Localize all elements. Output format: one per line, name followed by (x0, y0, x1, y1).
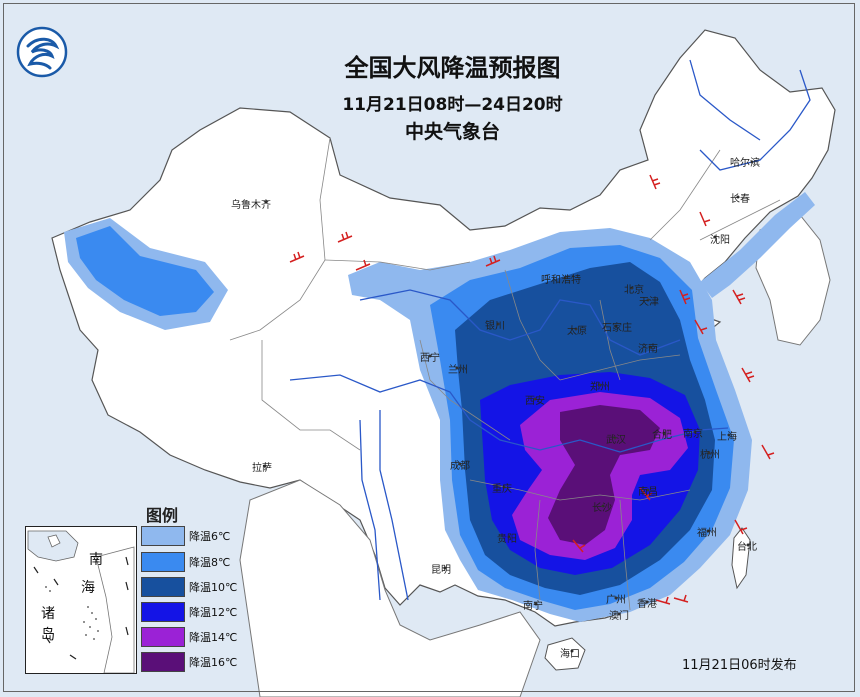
legend-label: 降温6℃ (189, 530, 231, 543)
wind-barb-icon (289, 251, 305, 263)
legend-item: 降温14℃ (141, 627, 241, 647)
legend-swatch (141, 577, 185, 597)
city-label-fuzhou: 福州 (697, 528, 717, 539)
city-label-macau: 澳门 (609, 611, 629, 622)
city-label-changchun: 长春 (730, 194, 750, 205)
wind-barb-icon (694, 319, 708, 335)
city-label-changsha: 长沙 (592, 503, 612, 514)
inset-label-char: 岛 (41, 627, 55, 643)
city-label-harbin: 哈尔滨 (730, 158, 760, 169)
issued-time: 11月21日06时发布 (682, 658, 797, 673)
city-label-chongqing: 重庆 (492, 484, 512, 495)
legend-label: 降温8℃ (189, 556, 231, 569)
inset-graphic (27, 530, 135, 673)
city-label-haikou: 海口 (560, 649, 580, 660)
hainan-land (544, 637, 586, 671)
legend-swatch (141, 652, 185, 672)
map-title: 全国大风降温预报图 (344, 54, 561, 82)
city-label-hongkong: 香港 (637, 599, 657, 610)
legend-item: 降温6℃ (141, 526, 241, 546)
issuer-name: 中央气象台 (404, 121, 500, 143)
legend-item: 降温10℃ (141, 577, 241, 597)
legend-label: 降温12℃ (189, 606, 238, 619)
zone-16c (548, 405, 660, 545)
city-label-hohhot: 呼和浩特 (541, 275, 581, 286)
city-label-lhasa: 拉萨 (252, 463, 272, 474)
taiwan-land (731, 527, 751, 590)
wind-barb-icon (741, 367, 755, 383)
city-label-taipei: 台北 (737, 542, 757, 553)
city-label-urumqi: 乌鲁木齐 (231, 200, 271, 211)
city-label-xining: 西宁 (420, 353, 440, 364)
forecast-period: 11月21日08时—24日20时 (342, 95, 563, 115)
korea-land (755, 214, 831, 346)
wind-barb-icon (355, 259, 371, 271)
wind-barb-icon (572, 539, 586, 553)
cma-logo-icon (16, 26, 68, 78)
city-label-yinchuan: 银川 (485, 321, 505, 332)
city-label-shanghai: 上海 (717, 432, 737, 443)
city-label-kunming: 昆明 (431, 565, 451, 576)
legend-item: 降温8℃ (141, 552, 241, 572)
city-label-nanning: 南宁 (523, 601, 543, 612)
city-label-wuhan: 武汉 (606, 435, 626, 446)
legend-label: 降温10℃ (189, 581, 238, 594)
inset-label-char: 诸 (41, 606, 55, 622)
wind-barb-icon (734, 519, 748, 535)
city-label-hefei: 合肥 (652, 430, 672, 441)
zone-6c-northeast (700, 192, 815, 298)
city-label-hangzhou: 杭州 (700, 450, 720, 461)
city-label-zhengzhou: 郑州 (590, 382, 610, 393)
city-label-shenyang: 沈阳 (710, 235, 730, 246)
city-label-guangzhou: 广州 (606, 595, 626, 606)
city-label-xian: 西安 (525, 396, 545, 407)
inset-label-char: 南 (89, 552, 103, 568)
wind-barb-icon (699, 211, 711, 227)
city-label-nanchang: 南昌 (638, 487, 658, 498)
wind-barb-icon (655, 596, 671, 605)
city-label-tianjin: 天津 (639, 297, 659, 308)
city-label-taiyuan: 太原 (567, 326, 587, 337)
legend-item: 降温12℃ (141, 602, 241, 622)
legend-label: 降温16℃ (189, 656, 238, 669)
legend-swatch (141, 552, 185, 572)
city-label-lanzhou: 兰州 (448, 365, 468, 376)
legend-title: 图例 (146, 506, 179, 525)
wind-barb-icon (761, 444, 775, 460)
wind-barb-icon (337, 231, 353, 243)
legend-swatch (141, 526, 185, 546)
legend-item: 降温16℃ (141, 652, 241, 672)
city-label-jinan: 济南 (638, 344, 658, 355)
legend-label: 降温14℃ (189, 631, 238, 644)
wind-barb-icon (639, 487, 653, 501)
zone-8c-xinjiang (76, 226, 214, 316)
wind-barbs (289, 174, 775, 605)
city-label-chengdu: 成都 (450, 461, 470, 472)
southeast-asia-land (239, 479, 541, 697)
city-label-shijiazhuang: 石家庄 (602, 323, 632, 334)
wind-barb-icon (649, 174, 661, 190)
wind-barb-icon (679, 289, 691, 305)
inset-label-char: 海 (81, 580, 95, 596)
city-label-nanjing: 南京 (683, 429, 703, 440)
legend-swatch (141, 602, 185, 622)
province-boundaries (229, 137, 781, 611)
legend-swatch (141, 627, 185, 647)
wind-barb-icon (485, 255, 501, 267)
wind-barb-icon (732, 289, 746, 305)
city-label-beijing: 北京 (624, 285, 644, 296)
rivers (289, 59, 811, 601)
wind-barb-icon (673, 594, 689, 603)
city-dots (263, 160, 754, 653)
city-label-guiyang: 贵阳 (497, 534, 517, 545)
south-china-sea-inset: 南 海 诸 岛 (25, 526, 137, 674)
